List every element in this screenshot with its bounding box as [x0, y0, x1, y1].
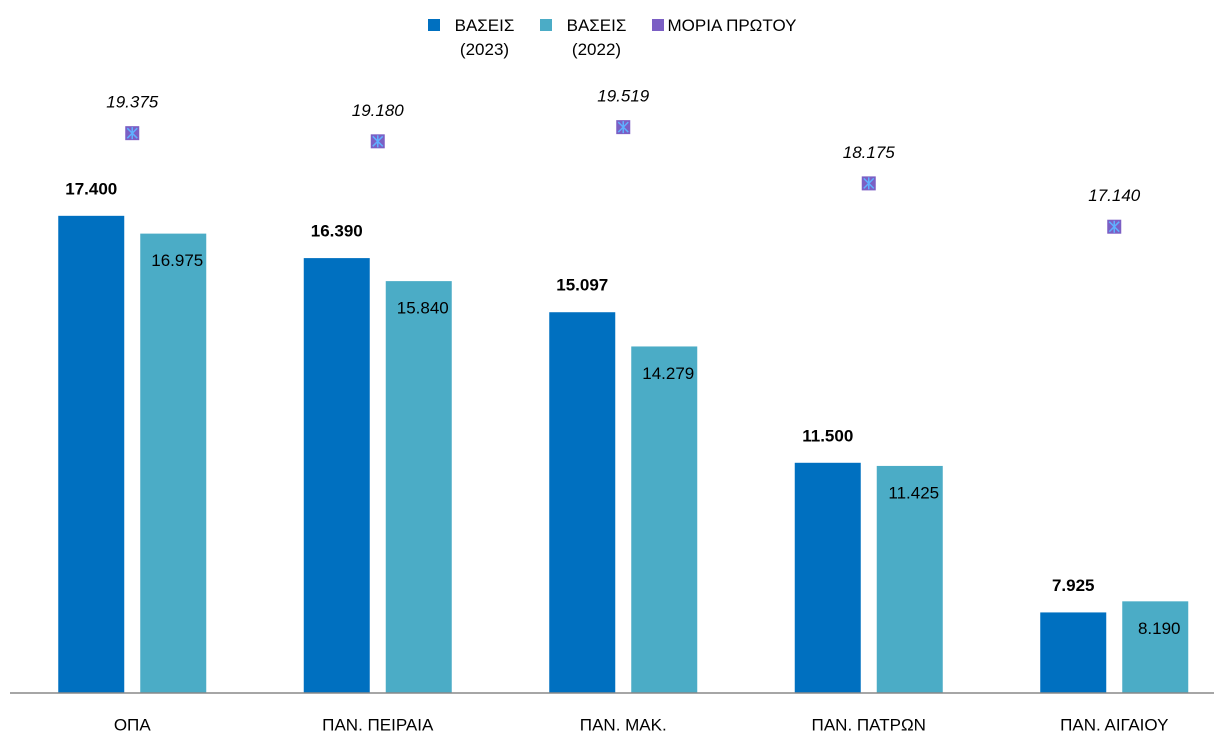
x-tick-label: ΠΑΝ. ΑΙΓΑΙΟΥ	[1060, 715, 1168, 734]
bar	[58, 215, 125, 694]
legend-swatch	[539, 19, 552, 31]
marker	[861, 176, 876, 191]
marker-star	[372, 135, 384, 148]
bar	[385, 281, 452, 693]
legend-label: ΒΑΣΕΙΣ (2022)	[566, 16, 627, 59]
data-label: 7.925	[1052, 576, 1095, 595]
x-tick-label: ΠΑΝ. ΜΑΚ.	[580, 715, 667, 734]
x-tick-label: ΠΑΝ. ΠΑΤΡΩΝ	[812, 715, 926, 734]
x-tick-label: ΟΠΑ	[114, 715, 152, 734]
bar	[1122, 601, 1189, 693]
data-label: 15.840	[397, 299, 449, 318]
data-label: 11.425	[888, 483, 939, 502]
bar	[303, 258, 370, 693]
legend-swatch	[427, 19, 440, 31]
bar	[876, 465, 943, 693]
data-label: 15.097	[556, 276, 608, 295]
legend: ΒΑΣΕΙΣ (2023) ΒΑΣΕΙΣ (2022) ΜΟΡΙΑ ΠΡΩΤΟΥ	[0, 14, 1224, 62]
marker	[125, 126, 140, 141]
marker-star	[863, 177, 875, 190]
data-label: 11.500	[802, 426, 853, 445]
marker-star	[126, 127, 138, 140]
data-label: 19.180	[352, 101, 405, 120]
data-label: 16.975	[151, 251, 203, 270]
marker	[370, 134, 385, 149]
data-label: 17.140	[1088, 186, 1141, 205]
bar	[1040, 612, 1107, 693]
data-label: 14.279	[642, 364, 694, 383]
marker	[1107, 219, 1122, 234]
legend-item: ΒΑΣΕΙΣ (2022)	[539, 14, 638, 62]
bar	[140, 233, 207, 693]
data-label: 18.175	[843, 143, 896, 162]
legend-label: ΜΟΡΙΑ ΠΡΩΤΟΥ	[667, 16, 797, 35]
legend-label: ΒΑΣΕΙΣ (2023)	[454, 16, 515, 59]
bar	[794, 462, 861, 693]
marker	[616, 120, 631, 135]
legend-item: ΒΑΣΕΙΣ (2023)	[427, 14, 526, 62]
bar	[549, 312, 616, 693]
data-label: 19.519	[597, 87, 650, 106]
data-label: 8.190	[1138, 619, 1181, 638]
data-label: 17.400	[65, 179, 117, 198]
marker-star	[617, 121, 629, 134]
legend-item: ΜΟΡΙΑ ΠΡΩΤΟΥ	[651, 14, 797, 62]
data-label: 16.390	[311, 222, 363, 241]
bar	[631, 346, 698, 693]
legend-swatch	[651, 19, 664, 31]
data-label: 19.375	[106, 93, 159, 112]
marker-star	[1108, 220, 1120, 233]
x-tick-label: ΠΑΝ. ΠΕΙΡΑΙΑ	[322, 715, 434, 734]
